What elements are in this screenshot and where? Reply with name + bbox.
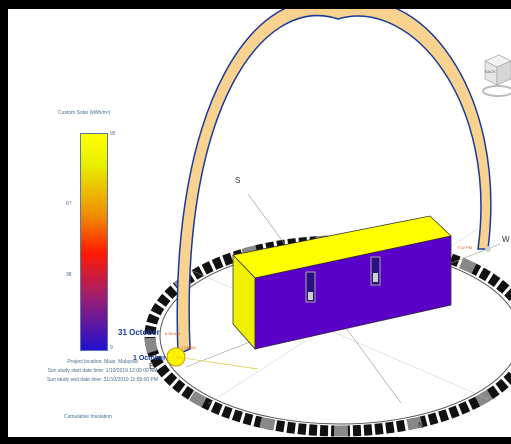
window-right-glare [373,273,378,282]
legend-tick-67: 67 [66,201,72,207]
compass-ring-gray-segments [144,235,511,437]
project-info-block: Project location: Muar, Malaysia Sun stu… [20,358,185,385]
view-cube-icon [482,54,511,97]
legend-tick-9: 9 [110,345,113,351]
window-right [370,256,381,286]
compass-west-label: W [502,235,510,244]
compass-north-label: N [418,421,424,430]
legend-title: Custom Solar (kWh/m²) [58,110,111,116]
view-cube-face-label: BACK [485,69,496,74]
date-label-31-october: 31 October [118,328,160,337]
sunset-marker [485,246,491,252]
legend-tick-95: 95 [110,131,116,137]
study-start-text: Sun study start date time: 1/10/2019 12:… [47,368,158,374]
window-left [305,271,316,303]
solar-study-scene[interactable] [8,9,511,437]
sun-ray [175,356,259,370]
building-model[interactable] [232,215,452,351]
sunset-time: 7:02 PM [457,245,472,250]
legend-color-scale [80,133,108,351]
analysis-type-label: Cumulative Insolation [64,414,112,420]
compass-south-label: S [235,176,241,185]
study-end-text: Sun study end date time: 31/10/2019 11:5… [46,377,159,383]
legend-tick-38: 38 [66,272,72,278]
building-south-wall [254,235,452,350]
sunrise-time-top: 6:55 AM [165,331,180,336]
date-label-1-october: 1 October [133,355,166,362]
window-left-glare [308,292,313,300]
compass-east-label: E [149,362,155,371]
sunrise-time-bottom: 7:05 AM [181,345,196,350]
project-location-text: Project location: Muar, Malaysia [67,359,138,365]
sun-path-band [176,9,492,356]
3d-viewport[interactable]: S W E N 31 October 1 October 6:55 AM 7:0… [8,9,511,437]
view-cube[interactable]: BACK [481,47,511,99]
